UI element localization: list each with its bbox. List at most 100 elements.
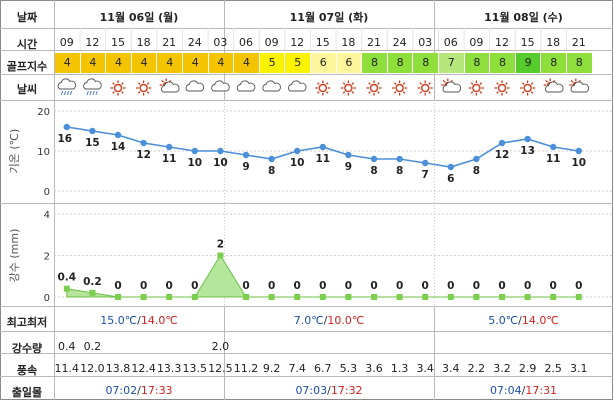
cloud-icon — [236, 80, 256, 92]
golf-index-cell: 8 — [362, 53, 388, 73]
cloud-icon — [288, 80, 307, 92]
precip-amount-cell: 0.4 — [58, 340, 76, 353]
data-point — [191, 294, 198, 300]
wind-speed-cell: 3.1 — [570, 362, 588, 375]
golf-index-cell: 4 — [131, 53, 158, 73]
data-label: 0 — [242, 280, 249, 292]
minmax-row-label: 최고최저 — [6, 316, 48, 329]
data-point — [89, 127, 96, 135]
minmax-lo-1: 14.0℃ — [140, 314, 178, 327]
golf-index-cell: 5 — [259, 53, 286, 73]
minmax-hi-1: 15.0℃ — [100, 314, 138, 327]
day-header-2: 11월 07일 (화) — [289, 11, 369, 24]
wind-speed-cell: 1.3 — [390, 362, 409, 375]
data-label: 0 — [294, 280, 301, 292]
data-label: 0 — [114, 280, 121, 292]
hour-cell: 06 — [443, 36, 458, 49]
data-label: 14 — [111, 141, 126, 153]
date-row-label: 날짜 — [16, 11, 38, 24]
day-header-1: 11월 06일 (월) — [99, 11, 179, 24]
hour-cell: 09 — [469, 36, 484, 49]
data-point — [396, 294, 403, 300]
wind-speed-cell: 3.4 — [416, 362, 434, 375]
golf-index-cell: 4 — [106, 53, 132, 73]
wind-speed-cell: 12.5 — [208, 362, 233, 375]
data-label: 9 — [242, 161, 249, 173]
weather-row-label: 날씨 — [16, 83, 38, 96]
data-point — [575, 147, 582, 155]
data-point — [89, 289, 96, 296]
data-point — [217, 252, 224, 259]
minmax-hi-3: 5.0℃ — [488, 314, 519, 327]
weather-icons-row — [57, 78, 590, 96]
data-label: 10 — [571, 157, 586, 169]
hour-cell: 09 — [264, 36, 279, 49]
sun-icon — [520, 80, 536, 96]
minmax-lo-3: 14.0℃ — [521, 314, 559, 327]
day-header-3: 11월 08일 (수) — [484, 11, 563, 24]
golf-index-cell: 4 — [208, 53, 235, 73]
sunset-2: 17:32 — [330, 384, 363, 397]
minmax-day-1: 15.0℃/14.0℃ — [100, 314, 178, 327]
data-point — [550, 294, 557, 300]
wind-row-label: 풍속 — [16, 364, 38, 377]
wind-speed-cell: 6.7 — [314, 362, 332, 375]
wind-speed-cell: 11.2 — [233, 362, 259, 375]
data-point — [268, 155, 275, 163]
hour-cell: 18 — [136, 36, 151, 49]
data-point — [166, 143, 173, 151]
data-point — [550, 143, 557, 151]
data-label: 0 — [268, 280, 275, 292]
data-point — [166, 294, 173, 300]
y-tick-label: 0 — [44, 293, 50, 304]
hour-cell: 06 — [238, 36, 253, 49]
data-label: 10 — [290, 157, 305, 169]
sun-icon — [315, 80, 331, 96]
data-point — [294, 147, 301, 155]
data-label: 0 — [498, 280, 505, 292]
data-point — [422, 159, 429, 167]
data-point — [319, 294, 326, 300]
hour-cell: 18 — [546, 36, 561, 49]
data-label: 0 — [396, 280, 403, 292]
data-label: 13 — [520, 145, 535, 157]
data-point — [370, 155, 378, 163]
data-label: 0.2 — [83, 276, 102, 288]
hour-cell: 03 — [213, 36, 228, 49]
data-label: 6 — [447, 173, 454, 185]
data-point — [268, 294, 275, 300]
data-label: 0 — [524, 280, 531, 292]
data-label: 0 — [345, 280, 352, 292]
data-label: 16 — [57, 133, 72, 145]
golf-index-cell: 8 — [413, 53, 439, 73]
partly-cloudy-icon — [441, 78, 462, 93]
minmax-hi-2: 7.0℃ — [293, 314, 324, 327]
hour-cell: 21 — [162, 36, 177, 49]
temperature-chart: 기온 (℃) 0 10 20 16 15 14 12 11 10 10 9 8 10 11 9 8 8 7 6 8 12 1… — [8, 107, 612, 198]
data-label: 0.4 — [57, 272, 76, 284]
data-point — [140, 294, 147, 300]
precipitation-chart: 강수 (mm) 0 2 4 0.4 0.2 0 0 0 0 2 0 0 0 0 0 0 0 0 0 0 0 0 0 0 — [8, 210, 612, 304]
data-label: 8 — [370, 165, 377, 177]
sunset-1: 17:33 — [140, 384, 173, 397]
sun-icon — [468, 80, 484, 96]
cloud-icon — [262, 80, 281, 92]
minmax-lo-2: 10.0℃ — [327, 314, 365, 327]
sun-day-1: 07:02/17:33 — [105, 384, 173, 397]
data-point — [345, 151, 352, 159]
wind-speed-cell: 3.2 — [493, 362, 511, 375]
wind-speed-cell: 13.3 — [156, 362, 182, 375]
sun-day-3: 07:04/17:31 — [489, 384, 558, 397]
golf-index-cell: 6 — [311, 53, 337, 73]
golf-index-cell: 4 — [183, 53, 209, 73]
hour-cell: 24 — [392, 36, 407, 49]
hour-cell: 21 — [571, 36, 586, 49]
data-label: 10 — [213, 157, 228, 169]
minmax-day-3: 5.0℃/14.0℃ — [488, 314, 559, 327]
sunrise-3: 07:04 — [489, 384, 522, 397]
golf-index-cell: 8 — [567, 53, 593, 73]
data-point — [499, 294, 505, 300]
hour-cell: 18 — [341, 36, 356, 49]
data-label: 9 — [345, 161, 352, 173]
